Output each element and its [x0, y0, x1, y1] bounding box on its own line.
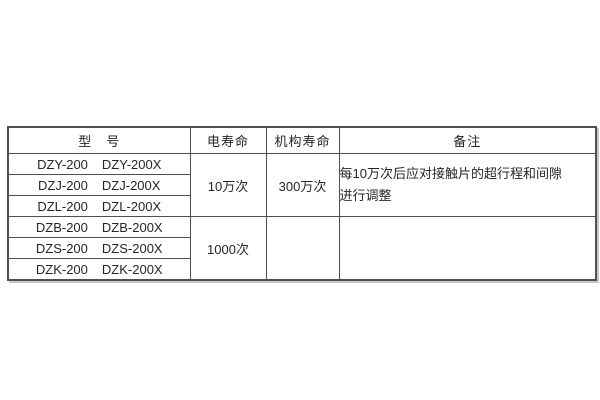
- model-cell: DZK-200 DZK-200X: [7, 258, 191, 281]
- model-name: DZB-200X: [101, 219, 163, 235]
- header-electrical-life: 电寿命: [189, 126, 267, 154]
- model-cell: DZS-200 DZS-200X: [7, 237, 191, 259]
- model-name: DZY-200: [37, 156, 88, 172]
- model-pair: DZL-200 DZL-200X: [9, 199, 190, 214]
- model-pair: DZY-200 DZY-200X: [9, 157, 190, 172]
- header-model: 型 号: [7, 126, 191, 154]
- model-name: DZJ-200: [38, 177, 88, 193]
- model-name: DZS-200X: [101, 240, 163, 256]
- header-remarks: 备注: [338, 126, 597, 154]
- mechanical-life-cell: 300万次: [265, 153, 340, 217]
- model-pair: DZJ-200 DZJ-200X: [9, 178, 190, 193]
- model-cell: DZJ-200 DZJ-200X: [7, 174, 191, 196]
- model-cell: DZL-200 DZL-200X: [7, 195, 191, 217]
- electrical-life-cell: 10万次: [189, 153, 267, 217]
- table-row: DZL-200 DZL-200X: [7, 195, 596, 217]
- header-mechanical-life: 机构寿命: [265, 126, 340, 154]
- remarks-cell-empty: [338, 216, 597, 281]
- table-row: DZJ-200 DZJ-200X: [7, 174, 596, 196]
- model-name: DZJ-200X: [101, 177, 161, 193]
- model-name: DZK-200: [35, 261, 88, 277]
- model-cell: DZB-200 DZB-200X: [7, 216, 191, 238]
- remarks-cell: 每10万次后应对接触片的超行程和间隙 进行调整: [338, 153, 597, 217]
- mechanical-life-cell-empty: [265, 216, 340, 281]
- model-name: DZL-200: [37, 198, 88, 214]
- model-pair: DZK-200 DZK-200X: [9, 262, 190, 277]
- model-name: DZS-200: [35, 240, 88, 256]
- model-name: DZY-200X: [101, 156, 162, 172]
- model-name: DZK-200X: [101, 261, 163, 277]
- electrical-life-cell: 1000次: [189, 216, 267, 281]
- table-row: DZS-200 DZS-200X: [7, 237, 596, 259]
- header-row: 型 号 电寿命 机构寿命 备注: [7, 126, 597, 154]
- model-cell: DZY-200 DZY-200X: [7, 153, 191, 175]
- remark-line: 进行调整: [339, 188, 392, 203]
- remark-line: 每10万次后应对接触片的超行程和间隙: [339, 166, 562, 181]
- model-pair: DZB-200 DZB-200X: [9, 220, 190, 235]
- model-name: DZB-200: [35, 219, 88, 235]
- model-pair: DZS-200 DZS-200X: [9, 241, 190, 256]
- spec-table: 型 号 电寿命 机构寿命 备注 DZY-200 DZY-200X 10万次 30…: [7, 126, 597, 281]
- table-row: DZK-200 DZK-200X: [7, 258, 596, 281]
- model-name: DZL-200X: [101, 198, 162, 214]
- table-row: DZB-200 DZB-200X 1000次: [7, 216, 597, 281]
- table-row: DZY-200 DZY-200X 10万次 300万次 每10万次后应对接触片的…: [7, 153, 597, 217]
